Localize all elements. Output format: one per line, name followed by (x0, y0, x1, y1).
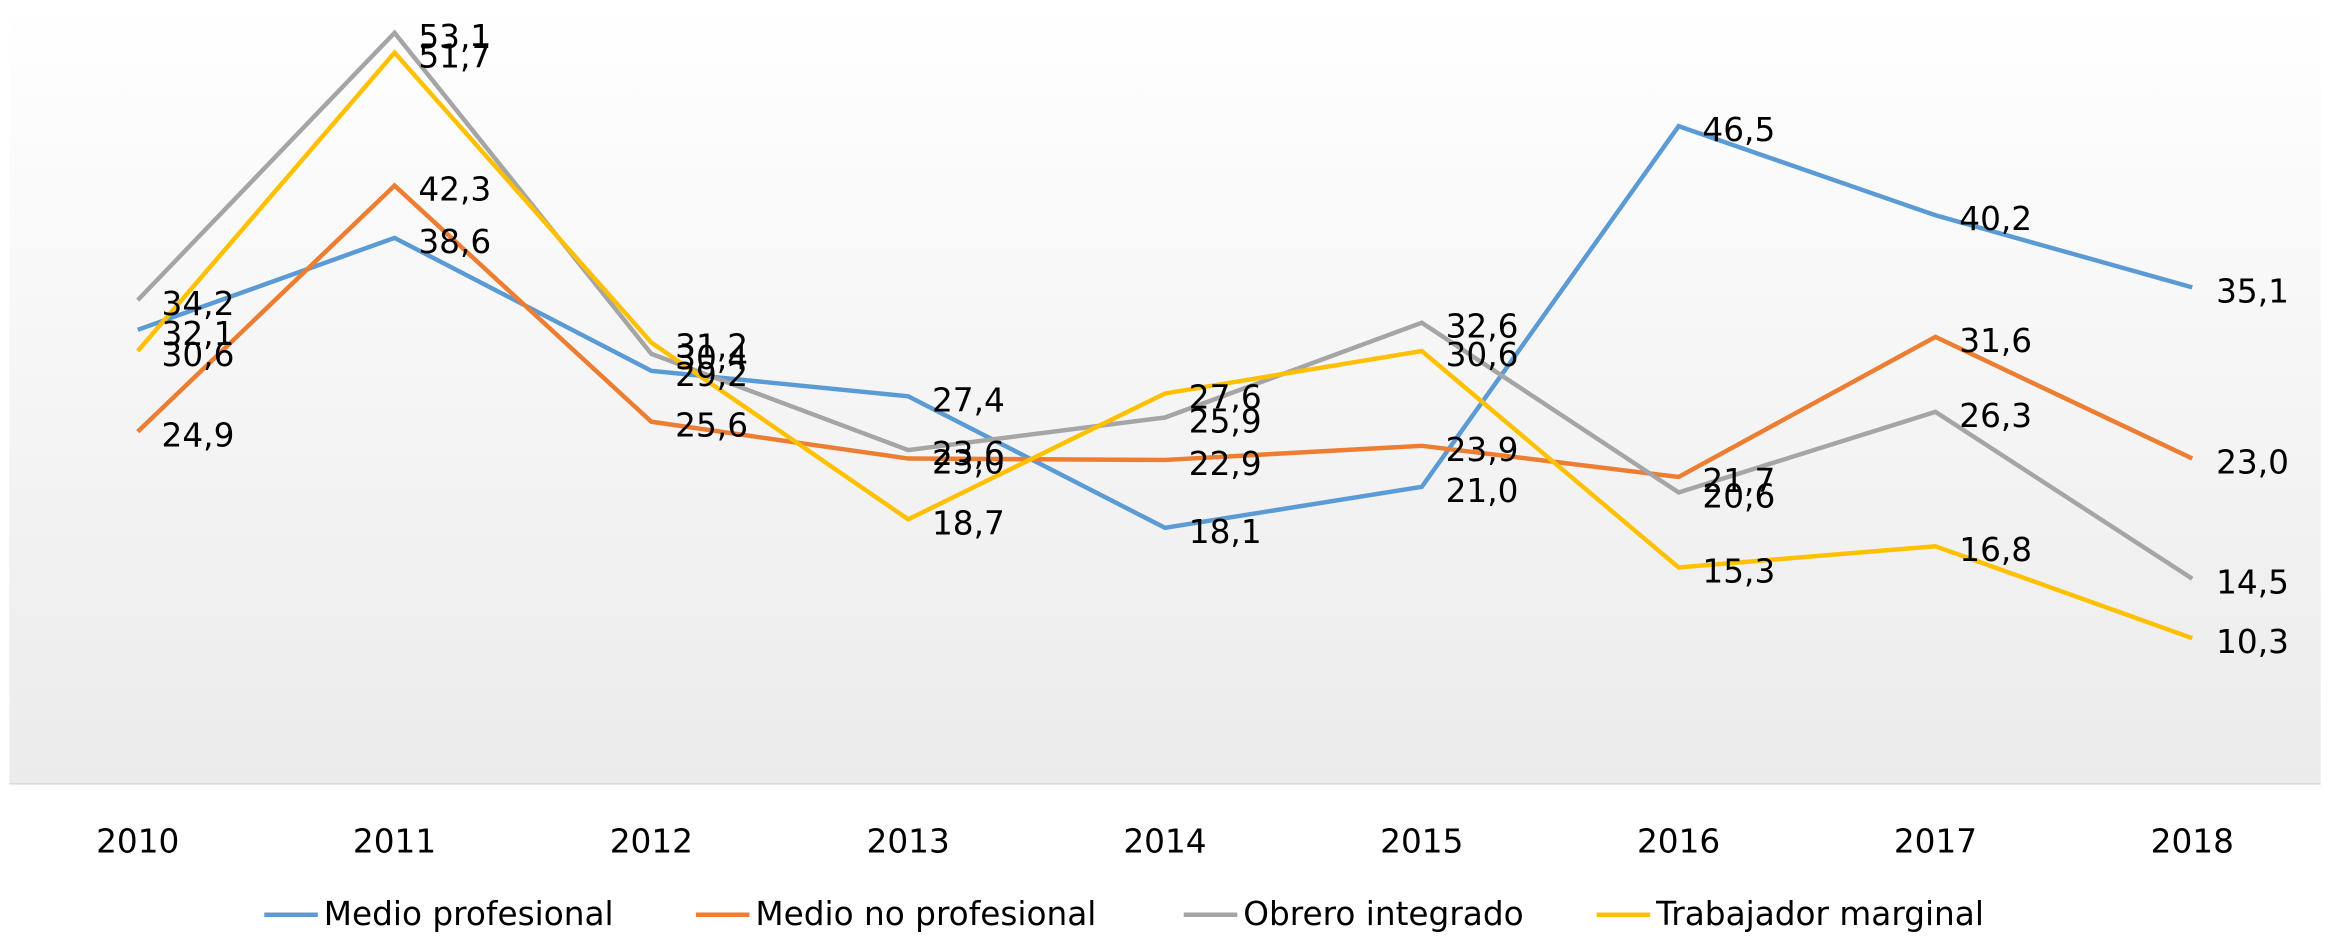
data-label: 53,1 (418, 18, 491, 56)
data-label: 20,6 (1702, 477, 1775, 515)
data-label: 30,4 (675, 339, 748, 377)
legend-label: Obrero integrado (1243, 895, 1523, 933)
x-tick-label: 2016 (1637, 822, 1720, 860)
data-label: 32,1 (162, 315, 235, 353)
data-label: 18,7 (932, 504, 1005, 542)
x-tick-label: 2015 (1380, 822, 1463, 860)
data-label: 21,0 (1446, 472, 1519, 510)
x-tick-label: 2018 (2151, 822, 2234, 860)
data-label: 15,3 (1702, 552, 1775, 590)
series-line (136, 49, 2194, 641)
data-label: 26,3 (1959, 397, 2032, 435)
data-label: 25,6 (675, 407, 748, 445)
data-label: 40,2 (1959, 200, 2032, 238)
data-label: 27,4 (932, 381, 1005, 419)
x-tick-label: 2012 (610, 822, 693, 860)
data-label: 31,6 (1959, 322, 2032, 360)
data-label: 23,6 (932, 435, 1005, 473)
data-label: 42,3 (418, 171, 491, 209)
data-label: 23,0 (932, 443, 1005, 481)
data-label: 21,7 (1702, 462, 1775, 500)
x-tick-label: 2011 (353, 822, 436, 860)
data-label: 16,8 (1959, 531, 2032, 569)
data-label: 22,9 (1189, 445, 1262, 483)
data-label: 23,9 (1446, 431, 1519, 469)
legend-label: Medio profesional (324, 895, 614, 933)
data-label: 25,9 (1189, 402, 1262, 440)
series-line (137, 123, 2193, 531)
data-label: 38,6 (418, 223, 491, 261)
data-label: 32,6 (1446, 308, 1519, 346)
x-tick-label: 2014 (1123, 822, 1206, 860)
data-label: 46,5 (1702, 111, 1775, 149)
data-label: 31,2 (675, 328, 748, 366)
legend-label: Trabajador marginal (1655, 895, 1984, 933)
data-label: 27,6 (1189, 378, 1262, 416)
data-label: 34,2 (162, 285, 235, 323)
data-label: 51,7 (418, 38, 491, 76)
data-label: 30,6 (1446, 336, 1519, 374)
x-tick-label: 2017 (1894, 822, 1977, 860)
data-label: 23,0 (2216, 443, 2289, 481)
data-label: 29,2 (675, 356, 748, 394)
legend-label: Medio no profesional (755, 895, 1096, 933)
data-label: 10,3 (2216, 623, 2289, 661)
data-label: 30,6 (162, 336, 235, 374)
series-line (136, 182, 2194, 480)
x-tick-label: 2010 (96, 822, 179, 860)
data-label: 18,1 (1189, 513, 1262, 551)
x-tick-label: 2013 (867, 822, 950, 860)
data-label: 24,9 (162, 417, 235, 455)
data-label: 14,5 (2216, 564, 2289, 602)
series-line (136, 29, 2194, 581)
data-label: 35,1 (2216, 272, 2289, 310)
